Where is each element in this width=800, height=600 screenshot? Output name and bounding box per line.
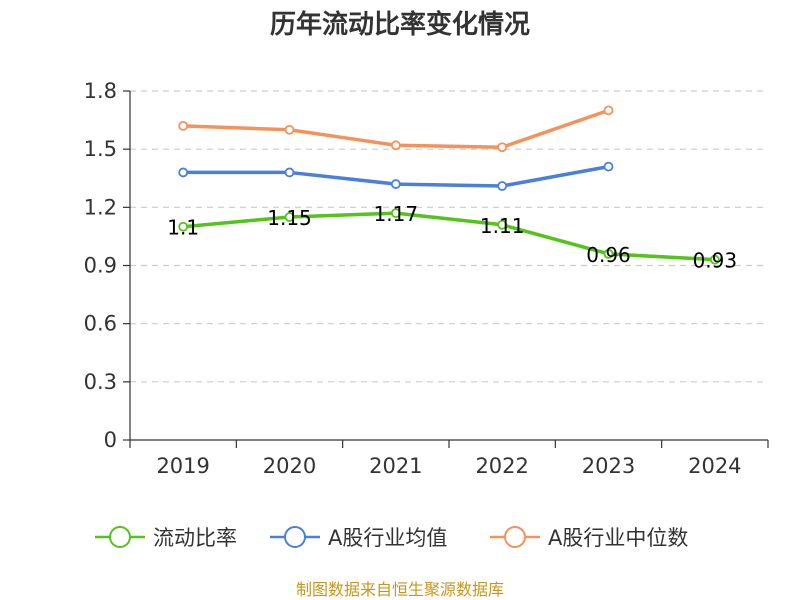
x-tick-label: 2022 xyxy=(475,454,528,478)
series-0 xyxy=(178,208,720,265)
data-point xyxy=(390,140,401,151)
data-labels: 1.1 1.15 1.17 1.11 0.96 0.93 xyxy=(167,202,737,273)
source-note: 制图数据来自恒生聚源数据库 xyxy=(296,580,504,599)
y-tick-label: 1.5 xyxy=(84,137,117,161)
data-point xyxy=(178,121,189,131)
legend-label: 流动比率 xyxy=(153,526,237,550)
data-label: 1.11 xyxy=(480,214,525,238)
data-point xyxy=(497,219,508,230)
y-tick-label: 0.3 xyxy=(84,370,117,394)
data-point xyxy=(497,142,508,153)
y-tick-label: 0.9 xyxy=(84,254,117,278)
series-line xyxy=(183,211,715,262)
legend-item[interactable]: A股行业均值 xyxy=(270,526,447,550)
legend-label: A股行业中位数 xyxy=(548,526,688,550)
data-point xyxy=(497,181,508,191)
data-point xyxy=(284,124,295,135)
x-tick-label: 2019 xyxy=(156,454,209,478)
y-tick-label: 1.2 xyxy=(84,195,117,219)
y-tick-label: 1.8 xyxy=(84,79,117,103)
series-1 xyxy=(178,161,614,191)
grid xyxy=(130,90,768,383)
data-point xyxy=(603,105,614,116)
data-label: 1.17 xyxy=(374,202,419,226)
data-point xyxy=(390,208,401,219)
x-tick-label: 2024 xyxy=(688,454,741,478)
legend-item[interactable]: A股行业中位数 xyxy=(490,526,688,550)
data-label: 1.15 xyxy=(267,206,312,230)
legend-label: A股行业均值 xyxy=(328,526,447,550)
legend-circle-icon xyxy=(504,526,526,548)
x-tick-label: 2023 xyxy=(582,454,635,478)
legend-item[interactable]: 流动比率 xyxy=(95,526,237,550)
data-label: 0.96 xyxy=(586,243,631,267)
legend: 流动比率 A股行业均值 A股行业中位数 xyxy=(95,526,688,550)
chart-title: 历年流动比率变化情况 xyxy=(270,9,530,40)
series xyxy=(178,105,720,265)
data-point xyxy=(284,167,295,178)
data-point xyxy=(709,254,720,265)
data-point xyxy=(178,167,189,178)
data-point xyxy=(603,248,614,259)
legend-circle-icon xyxy=(284,526,306,548)
data-label: 0.93 xyxy=(693,249,738,273)
data-label: 1.1 xyxy=(167,216,199,240)
x-tick-label: 2020 xyxy=(263,454,316,478)
legend-circle-icon xyxy=(109,526,131,548)
data-point xyxy=(603,161,614,172)
y-tick-label: 0.6 xyxy=(84,312,117,336)
data-point xyxy=(178,221,189,232)
data-point xyxy=(284,212,295,222)
x-tick-label: 2021 xyxy=(369,454,422,478)
series-2 xyxy=(178,105,614,153)
y-tick-label: 0 xyxy=(104,428,117,452)
data-point xyxy=(390,179,401,189)
axes: 0 0.3 0.6 0.9 1.2 1.5 1.8 2019 2020 2021 2022 2023 2… xyxy=(84,79,769,478)
